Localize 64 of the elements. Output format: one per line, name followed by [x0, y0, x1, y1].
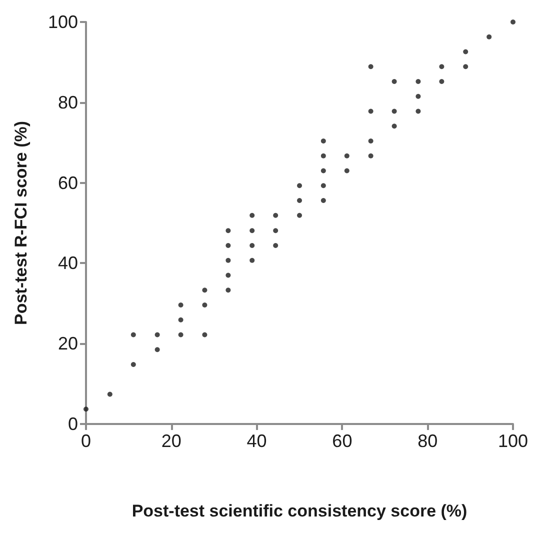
- x-tick-label: 20: [161, 431, 182, 451]
- point: [250, 228, 255, 234]
- point: [320, 183, 326, 188]
- point: [392, 78, 397, 84]
- x-tick-label: 80: [418, 431, 438, 451]
- point: [510, 20, 516, 24]
- point: [368, 108, 374, 114]
- point: [439, 64, 444, 70]
- point: [250, 258, 255, 263]
- point: [154, 347, 160, 352]
- x-tick-label: 100: [498, 431, 528, 451]
- point: [202, 302, 208, 308]
- point: [226, 258, 231, 263]
- y-tick-label: 20: [58, 334, 78, 354]
- point: [130, 332, 136, 338]
- point: [463, 64, 468, 70]
- point: [273, 243, 278, 248]
- point: [202, 288, 208, 293]
- point: [178, 332, 184, 338]
- point: [250, 243, 255, 248]
- point: [344, 168, 350, 174]
- point: [368, 138, 374, 144]
- y-tick-label: 40: [58, 253, 78, 274]
- point: [416, 78, 421, 84]
- point: [297, 198, 302, 203]
- point: [392, 108, 397, 114]
- point: [297, 212, 302, 218]
- point: [486, 34, 492, 40]
- point: [178, 302, 184, 308]
- point: [130, 362, 136, 368]
- point: [416, 108, 421, 114]
- point: [107, 392, 112, 397]
- point: [226, 243, 231, 248]
- point: [226, 228, 231, 234]
- point: [344, 153, 350, 158]
- point: [273, 212, 278, 218]
- point: [392, 124, 397, 129]
- x-axis-title: Post-test scientific consistency score (%): [132, 502, 468, 520]
- y-tick-label: 80: [58, 92, 78, 112]
- point: [273, 228, 278, 234]
- point: [463, 49, 468, 54]
- point: [202, 332, 208, 338]
- point: [297, 183, 302, 188]
- y-tick-label: 0: [68, 414, 78, 434]
- point: [84, 406, 88, 412]
- y-axis-title: Post-test R-FCI score (%): [12, 120, 30, 326]
- y-tick-label: 100: [48, 12, 78, 32]
- point: [226, 272, 231, 278]
- point: [416, 94, 421, 99]
- point: [226, 288, 231, 293]
- point: [320, 153, 326, 158]
- point: [320, 198, 326, 203]
- point: [178, 317, 184, 322]
- point: [320, 138, 326, 144]
- x-tick-label: 60: [332, 431, 352, 451]
- point: [250, 212, 255, 218]
- point: [368, 64, 374, 70]
- point: [154, 332, 160, 338]
- x-tick-label: 0: [80, 431, 92, 451]
- point: [439, 78, 444, 84]
- y-tick-label: 60: [58, 172, 78, 193]
- x-tick-label: 40: [246, 431, 267, 451]
- point: [368, 153, 374, 158]
- point: [320, 168, 326, 174]
